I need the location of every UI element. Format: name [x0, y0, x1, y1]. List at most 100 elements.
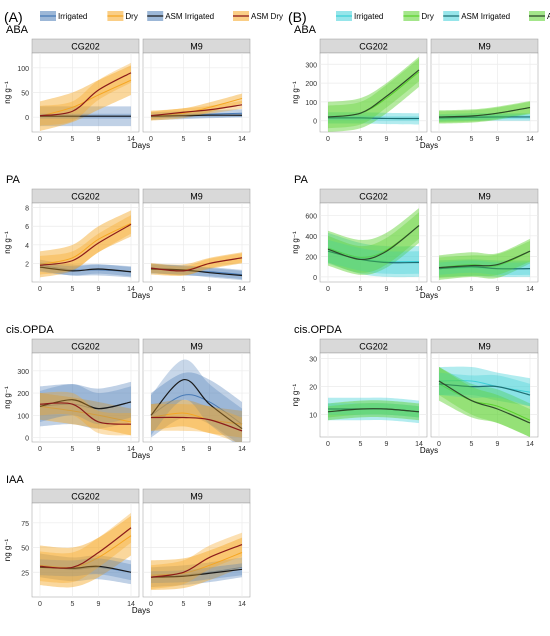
y-tick-label: 30: [309, 357, 317, 364]
facet-M9: M9 0 5 9 14: [430, 188, 539, 293]
band-asm_dry: [151, 253, 242, 276]
facet-CG202: CG202 0 5 9 14: [31, 338, 140, 453]
y-tick-label: 100: [17, 413, 29, 420]
series-group: [438, 238, 531, 280]
line-asm_irr: [150, 568, 243, 578]
line-dry: [39, 535, 132, 569]
hormone-title: cis.OPDA: [294, 324, 342, 336]
x-axis-label: Days: [420, 291, 438, 300]
band-asm_dry: [439, 367, 530, 437]
facet-M9: M9 0 5 9 14: [142, 338, 251, 453]
legend-label: ASM Irrigated: [165, 12, 214, 21]
x-tick-label: 9: [208, 136, 212, 143]
line-asm_dry: [327, 408, 420, 413]
band-irr: [40, 553, 131, 585]
band-asm_dry: [151, 100, 242, 120]
line-asm_irr: [39, 266, 132, 273]
facet-CG202: CG202 0 5 9 14: [319, 38, 428, 143]
x-tick-label: 5: [182, 136, 186, 143]
chart-B-PA: PA ng g⁻¹ 0 200 400 600 Days CG202 0 5 9 14 M9 0 5 9 14: [291, 174, 539, 300]
band-irr: [40, 259, 131, 278]
facet-CG202: CG202 0 5 9 14: [31, 38, 140, 143]
facet-strip-label: M9: [478, 42, 491, 52]
y-tick-label: 200: [305, 254, 317, 261]
plot-area: [430, 352, 539, 438]
legend-label: Dry: [125, 12, 137, 21]
line-irr: [150, 394, 243, 425]
line-asm_dry: [39, 527, 132, 569]
y-tick-label: 600: [305, 213, 317, 220]
legend-item: ASM Irrigated: [443, 11, 510, 21]
x-tick-label: 9: [385, 286, 389, 293]
series-group: [150, 532, 243, 591]
x-tick-label: 0: [437, 441, 441, 448]
facet-strip-label: M9: [190, 492, 203, 502]
panel-label-A: (A): [4, 9, 23, 25]
plot-area: [319, 352, 428, 438]
x-tick-label: 5: [359, 136, 363, 143]
band-irr: [151, 557, 242, 588]
plot-area: [319, 202, 428, 283]
band-dry: [40, 65, 131, 132]
x-tick-label: 5: [359, 441, 363, 448]
series-group: [150, 359, 243, 442]
x-tick-label: 9: [97, 601, 101, 608]
band-irr: [328, 232, 419, 278]
facet-strip-label: M9: [478, 342, 491, 352]
line-asm_irr: [150, 268, 243, 277]
x-tick-label: 5: [470, 286, 474, 293]
x-tick-label: 0: [326, 136, 330, 143]
legend-label: Dry: [421, 12, 433, 21]
x-tick-label: 0: [38, 286, 42, 293]
facet-strip-label: CG202: [71, 42, 100, 52]
x-tick-label: 9: [385, 136, 389, 143]
band-asm_dry: [439, 101, 530, 123]
panel-label-B: (B): [288, 9, 307, 25]
x-tick-label: 14: [415, 286, 423, 293]
line-dry: [438, 383, 531, 421]
x-axis-label: Days: [420, 141, 438, 150]
x-tick-label: 0: [38, 601, 42, 608]
plot-area: [142, 502, 251, 598]
x-axis-label: Days: [132, 141, 150, 150]
line-asm_dry: [39, 223, 132, 266]
y-tick-label: 8: [25, 206, 29, 213]
y-tick-label: 100: [305, 100, 317, 107]
y-axis-label: ng g⁻¹: [291, 231, 300, 254]
x-tick-label: 5: [182, 446, 186, 453]
band-dry: [151, 399, 242, 438]
chart-B-cis-OPDA: cis.OPDA ng g⁻¹ 10 20 30 Days CG202 0 5 9 14 M9 0 5 9 1…: [291, 324, 539, 455]
facet-CG202: CG202 0 5 9 14: [319, 338, 428, 448]
y-tick-label: 10: [309, 413, 317, 420]
y-tick-label: 20: [309, 385, 317, 392]
y-tick-label: 6: [25, 224, 29, 231]
y-tick-label: 200: [305, 81, 317, 88]
band-asm_irr: [151, 563, 242, 584]
y-tick-label: 4: [25, 243, 29, 250]
x-axis-label: Days: [132, 291, 150, 300]
x-tick-label: 14: [526, 441, 534, 448]
legend-label: ASM Dry: [251, 12, 283, 21]
facet-M9: M9 0 5 9 14: [430, 38, 539, 143]
x-tick-label: 14: [415, 441, 423, 448]
legend-label: Irrigated: [58, 12, 87, 21]
y-axis-label: ng g⁻¹: [3, 538, 12, 561]
y-tick-label: 0: [313, 119, 317, 126]
series-group: [438, 366, 531, 437]
y-tick-label: 75: [21, 521, 29, 528]
x-tick-label: 0: [149, 601, 153, 608]
x-tick-label: 0: [326, 441, 330, 448]
x-tick-label: 14: [127, 286, 135, 293]
line-asm_dry: [327, 225, 420, 261]
series-group: [39, 381, 132, 436]
x-tick-label: 14: [238, 286, 246, 293]
x-tick-label: 5: [71, 446, 75, 453]
band-dry: [439, 367, 530, 437]
series-group: [39, 210, 132, 278]
band-dry: [328, 56, 419, 132]
y-tick-label: 50: [21, 91, 29, 98]
x-tick-label: 14: [127, 136, 135, 143]
line-asm_irr: [150, 379, 243, 430]
